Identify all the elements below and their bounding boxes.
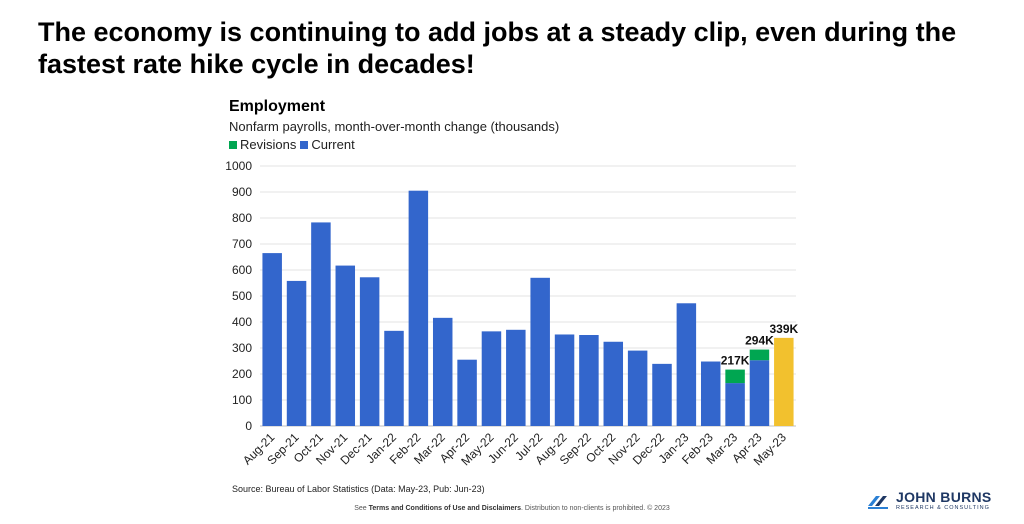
slide-title: The economy is continuing to add jobs at… — [38, 17, 957, 79]
footer-prefix: See — [354, 505, 367, 512]
y-tick-label: 600 — [232, 263, 252, 277]
y-tick-label: 900 — [232, 185, 252, 199]
legend-label-revisions: Revisions — [240, 137, 297, 152]
bar-current — [627, 350, 648, 426]
bar-current — [408, 190, 429, 426]
footer-suffix: . Distribution to non-clients is prohibi… — [521, 505, 670, 512]
bar-current — [506, 329, 526, 426]
logo-name: JOHN BURNS — [896, 489, 992, 505]
legend-item-revisions: Revisions — [229, 137, 296, 152]
bar-current — [749, 360, 770, 426]
bar-current — [652, 363, 672, 426]
john-burns-logo: JOHN BURNS RESEARCH & CONSULTING — [866, 490, 992, 512]
bar-current — [311, 222, 331, 426]
y-tick-label: 1000 — [225, 159, 252, 173]
bar-current — [262, 253, 282, 426]
chart-source: Source: Bureau of Labor Statistics (Data… — [232, 484, 485, 494]
bar-revision — [725, 369, 745, 384]
legend-swatch-current — [300, 140, 309, 149]
legend-item-current: Current — [300, 137, 355, 152]
y-tick-label: 100 — [232, 393, 252, 407]
logo-icon — [868, 496, 888, 509]
y-tick-label: 300 — [232, 341, 252, 355]
bar-current — [359, 277, 380, 426]
bar-current — [774, 337, 794, 426]
bar-current — [530, 277, 550, 426]
bar-current — [286, 280, 307, 426]
chart-legend: Revisions Current — [229, 137, 359, 152]
bar-current — [481, 331, 502, 426]
chart-title: Employment — [229, 98, 326, 115]
legend-label-current: Current — [311, 137, 355, 152]
legend-swatch-revisions — [229, 140, 237, 149]
y-tick-label: 200 — [232, 367, 252, 381]
footer-disclaimer: See Terms and Conditions of Use and Disc… — [0, 505, 1024, 512]
data-label: 294K — [745, 334, 774, 348]
bar-current — [676, 303, 697, 426]
terms-link[interactable]: Terms and Conditions of Use and Disclaim… — [368, 505, 522, 512]
bar-current — [384, 330, 404, 426]
bar-current — [554, 334, 575, 426]
bar-current — [603, 341, 624, 426]
bar-current — [335, 265, 356, 426]
bar-current — [432, 317, 453, 426]
bar-current — [725, 383, 745, 426]
y-tick-label: 800 — [232, 211, 252, 225]
bar-revision — [749, 349, 770, 361]
y-tick-label: 500 — [232, 289, 252, 303]
y-tick-label: 400 — [232, 315, 252, 329]
y-tick-label: 700 — [232, 237, 252, 251]
logo-tagline: RESEARCH & CONSULTING — [896, 505, 990, 511]
bar-current — [579, 335, 599, 426]
data-label: 217K — [721, 354, 750, 368]
bar-current — [700, 361, 721, 426]
data-label: 339K — [769, 322, 798, 336]
chart-subtitle: Nonfarm payrolls, month-over-month chang… — [229, 119, 560, 134]
bar-current — [457, 359, 477, 426]
y-tick-label: 0 — [245, 419, 252, 433]
